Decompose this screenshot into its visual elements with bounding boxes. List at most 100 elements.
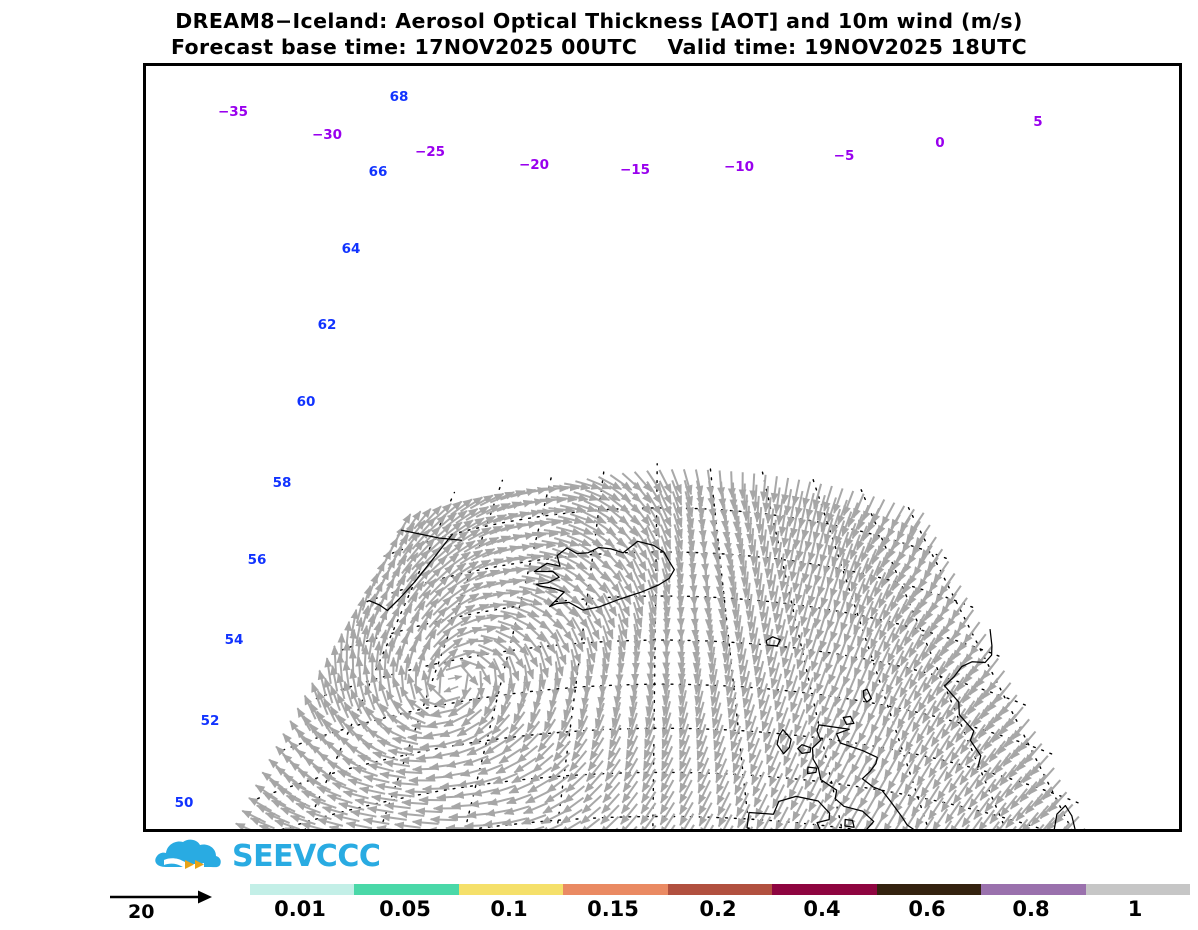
wind-arrow xyxy=(378,680,389,707)
wind-arrow xyxy=(632,601,643,628)
wind-arrow xyxy=(285,794,311,808)
wind-arrow xyxy=(704,602,713,630)
wind-arrow xyxy=(792,566,801,593)
wind-arrow xyxy=(611,702,622,729)
wind-arrow xyxy=(460,615,486,627)
wind-arrow xyxy=(258,824,272,829)
wind-arrow xyxy=(1002,745,1021,767)
wind-arrow xyxy=(556,608,576,630)
wind-arrow xyxy=(830,615,841,642)
wind-arrow xyxy=(759,595,768,622)
wind-arrow xyxy=(778,509,787,537)
wind-arrow xyxy=(459,549,484,565)
wind-arrow xyxy=(831,735,845,761)
wind-arrow xyxy=(500,689,512,716)
wind-arrow xyxy=(926,711,942,736)
wind-arrow xyxy=(254,784,278,801)
wind-arrow xyxy=(862,496,876,522)
wind-arrow xyxy=(974,766,992,790)
wind-arrow xyxy=(1029,755,1049,777)
wind-arrow xyxy=(323,697,337,723)
wind-arrow xyxy=(901,590,916,615)
wind-arrow xyxy=(899,508,915,533)
wind-arrow xyxy=(679,790,694,816)
wind-arrow xyxy=(659,513,672,539)
wind-arrow xyxy=(952,781,970,805)
wind-arrow xyxy=(555,526,583,536)
wind-arrow xyxy=(543,528,571,537)
wind-arrow xyxy=(881,658,895,684)
wind-scale-label: 20 xyxy=(128,901,155,923)
wind-arrow xyxy=(745,704,756,731)
wind-arrow xyxy=(863,644,877,670)
wind-arrow xyxy=(860,537,873,563)
wind-arrow xyxy=(760,474,769,502)
wind-arrow xyxy=(903,684,918,710)
wind-arrow xyxy=(858,589,870,615)
wind-arrow xyxy=(579,692,589,719)
wind-arrow xyxy=(865,612,879,638)
wind-arrow xyxy=(773,487,782,515)
wind-arrow xyxy=(546,517,573,526)
wind-arrow xyxy=(514,553,542,562)
wind-arrow xyxy=(821,690,833,717)
wind-arrow xyxy=(646,667,655,695)
wind-arrow xyxy=(729,482,738,510)
wind-arrow xyxy=(595,497,620,513)
wind-arrow xyxy=(933,641,949,665)
wind-arrow xyxy=(866,528,880,554)
wind-arrow xyxy=(633,623,642,651)
wind-arrow xyxy=(765,739,778,765)
wind-arrow xyxy=(501,735,524,754)
wind-arrow xyxy=(926,680,942,705)
wind-arrow xyxy=(764,497,773,525)
wind-arrow xyxy=(1004,725,1023,748)
wind-arrow xyxy=(963,774,981,797)
wind-arrow xyxy=(1017,730,1037,753)
wind-arrow xyxy=(483,739,508,755)
wind-arrow xyxy=(409,600,426,624)
wind-arrow xyxy=(918,585,934,610)
wind-arrow xyxy=(291,782,316,797)
wind-arrow xyxy=(766,639,776,667)
wind-arrow xyxy=(885,712,900,738)
wind-arrow xyxy=(276,786,302,802)
wind-arrow xyxy=(776,498,784,526)
wind-arrow xyxy=(349,809,377,818)
wind-arrow xyxy=(1016,749,1035,772)
latitude-label-60: 60 xyxy=(297,394,316,410)
wind-arrow xyxy=(628,690,638,717)
wind-arrow xyxy=(853,545,866,572)
wind-arrow xyxy=(853,609,865,636)
longitude-label-5: 5 xyxy=(1033,114,1042,130)
wind-arrow xyxy=(742,494,751,522)
wind-arrow xyxy=(870,592,883,618)
wind-arrow xyxy=(557,515,585,525)
wind-arrow xyxy=(615,827,619,829)
wind-arrow xyxy=(274,819,300,829)
wind-arrow xyxy=(569,512,596,524)
wind-arrow xyxy=(948,676,965,700)
wind-arrow xyxy=(887,638,901,664)
wind-arrow xyxy=(601,646,610,674)
wind-arrow xyxy=(756,672,767,699)
wind-arrow xyxy=(920,637,936,662)
wind-arrow xyxy=(786,543,795,571)
wind-arrow xyxy=(435,793,463,802)
wind-arrow xyxy=(551,547,578,559)
wind-arrow xyxy=(519,585,546,595)
wind-arrow xyxy=(839,650,851,676)
wind-arrow xyxy=(391,736,419,746)
wind-arrow xyxy=(311,682,322,708)
wind-arrow xyxy=(555,728,572,752)
wind-arrow xyxy=(577,703,589,730)
wind-arrow xyxy=(371,693,387,718)
wind-arrow xyxy=(725,669,734,697)
wind-arrow xyxy=(900,716,916,741)
wind-arrow xyxy=(270,799,296,813)
wind-arrow xyxy=(1036,767,1055,789)
wind-arrow xyxy=(483,692,498,717)
wind-arrow xyxy=(862,569,875,595)
wind-arrow xyxy=(593,714,605,740)
